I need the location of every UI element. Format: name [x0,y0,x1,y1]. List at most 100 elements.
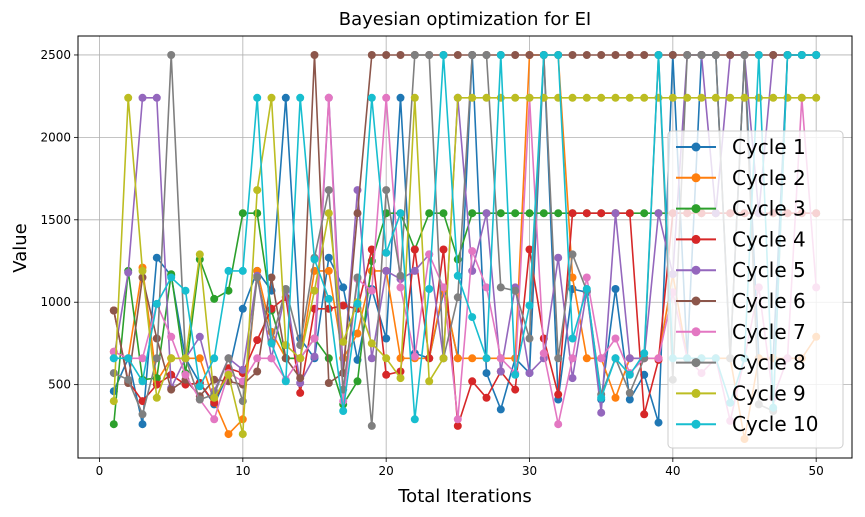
data-point [554,354,563,363]
data-point [482,369,491,378]
data-point [396,93,405,102]
data-point [267,273,276,282]
data-point [453,421,462,430]
data-point [468,93,477,102]
data-point [511,209,520,218]
data-point [482,51,491,59]
data-point [109,420,118,429]
data-point [597,51,606,59]
data-point [382,186,391,195]
data-point [324,354,333,363]
data-point [468,51,477,59]
plot-frame [77,35,853,459]
legend-item: Cycle 4 [676,227,806,251]
data-point [783,51,792,59]
data-point [425,285,434,293]
data-point [554,420,563,429]
data-point [396,374,405,383]
y-tick-label: 500 [48,378,71,392]
legend-marker [691,388,701,398]
y-axis-label: Value [10,223,31,272]
y-tick-label: 2000 [40,130,71,144]
data-point [109,306,118,315]
legend-item: Cycle 6 [676,289,806,313]
data-point [425,51,434,59]
data-point [367,339,376,348]
legend-marker [691,173,701,183]
data-point [138,93,147,102]
data-point [167,273,176,282]
data-point [568,250,577,259]
data-point [167,51,176,59]
data-point [253,273,262,282]
data-point [640,349,649,358]
data-point [310,334,319,343]
data-point [769,51,778,59]
data-point [511,51,520,59]
data-point [339,397,348,406]
data-point [367,421,376,430]
data-point [568,354,577,363]
data-point [281,93,290,102]
x-tick-label: 20 [379,464,394,478]
data-point [668,93,677,102]
data-point [238,209,247,218]
data-point [296,354,305,363]
data-point [611,334,620,343]
data-point [525,369,534,378]
data-point [468,313,477,322]
data-point [353,299,362,308]
data-point [138,354,147,363]
data-point [167,332,176,341]
x-tick-label: 40 [665,464,680,478]
y-tick-label: 1000 [40,295,71,309]
data-point [554,51,563,59]
data-point [769,93,778,102]
data-point [525,209,534,218]
data-point [439,51,448,59]
data-point [324,253,333,262]
data-point [482,283,491,292]
data-point [138,420,147,429]
data-point [152,299,161,308]
data-point [124,93,133,102]
data-point [611,93,620,102]
data-point [597,209,606,218]
data-point [296,374,305,383]
data-point [640,410,649,419]
legend-marker [691,296,701,306]
data-point [625,51,634,59]
data-point [382,354,391,363]
data-point [697,93,706,102]
data-point [783,93,792,102]
data-point [740,93,749,102]
data-point [124,354,133,363]
data-point [625,354,634,363]
legend-marker [691,265,701,275]
data-point [210,393,219,402]
data-point [482,93,491,102]
data-point [410,266,419,275]
data-point [109,369,118,378]
data-point [453,93,462,102]
data-point [554,253,563,262]
data-point [281,354,290,363]
data-point [539,209,548,218]
data-point [367,286,376,295]
data-point [410,352,419,361]
data-point [611,285,620,293]
x-tick-label: 10 [235,464,250,478]
data-point [238,266,247,275]
legend-label: Cycle 7 [732,320,806,344]
data-point [138,377,147,386]
chart-title: Bayesian optimization for EI [339,9,592,30]
legend-item: Cycle 10 [676,412,818,436]
legend-marker [691,327,701,337]
data-point [597,354,606,363]
data-point [138,397,147,406]
data-point [339,301,348,310]
data-point [410,51,419,59]
y-tick-label: 1500 [40,213,71,227]
data-point [611,209,620,218]
